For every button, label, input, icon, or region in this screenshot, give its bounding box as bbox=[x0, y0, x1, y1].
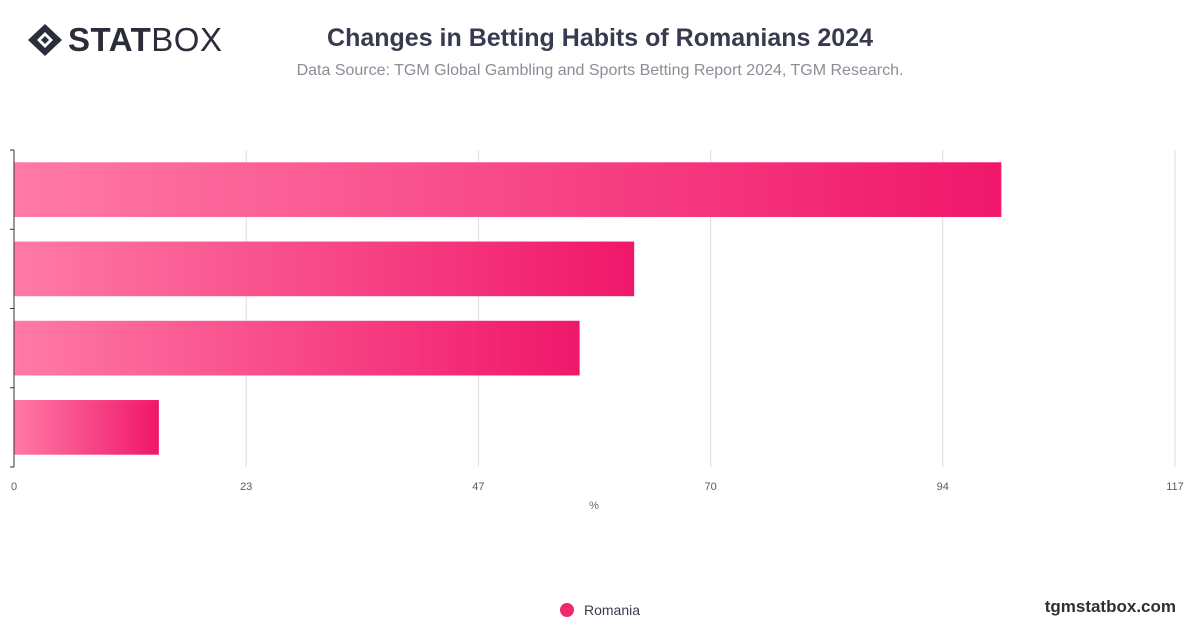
brand-logo: STATBOX bbox=[26, 22, 222, 58]
bar[interactable] bbox=[14, 400, 159, 455]
x-tick-label: 47 bbox=[472, 481, 484, 493]
bar[interactable] bbox=[14, 162, 1002, 217]
x-tick-label: 117 bbox=[1166, 481, 1184, 493]
logo-wordmark-light: BOX bbox=[151, 21, 223, 58]
site-url: tgmstatbox.com bbox=[1044, 597, 1176, 616]
x-tick-label: 70 bbox=[704, 481, 716, 493]
x-tick-label: 94 bbox=[937, 481, 949, 493]
x-tick-label: 23 bbox=[240, 481, 252, 493]
statbox-logo-icon bbox=[28, 24, 62, 56]
bars bbox=[14, 162, 1002, 455]
legend-label: Romania bbox=[583, 602, 641, 618]
x-tick-labels: 0 23 47 70 94 117 bbox=[11, 481, 1184, 493]
logo-wordmark-bold: STAT bbox=[68, 21, 152, 58]
bar[interactable] bbox=[14, 320, 580, 376]
legend[interactable]: Romania bbox=[0, 602, 1200, 618]
x-axis-title: % bbox=[589, 500, 599, 512]
chart-subtitle: Data Source: TGM Global Gambling and Spo… bbox=[296, 62, 904, 79]
logo-wordmark: STATBOX bbox=[68, 22, 222, 58]
chart-title: Changes in Betting Habits of Romanians 2… bbox=[327, 24, 873, 52]
legend-marker bbox=[559, 603, 574, 617]
x-tick-label: 0 bbox=[11, 481, 17, 493]
bar[interactable] bbox=[14, 241, 635, 297]
axes bbox=[10, 149, 15, 468]
